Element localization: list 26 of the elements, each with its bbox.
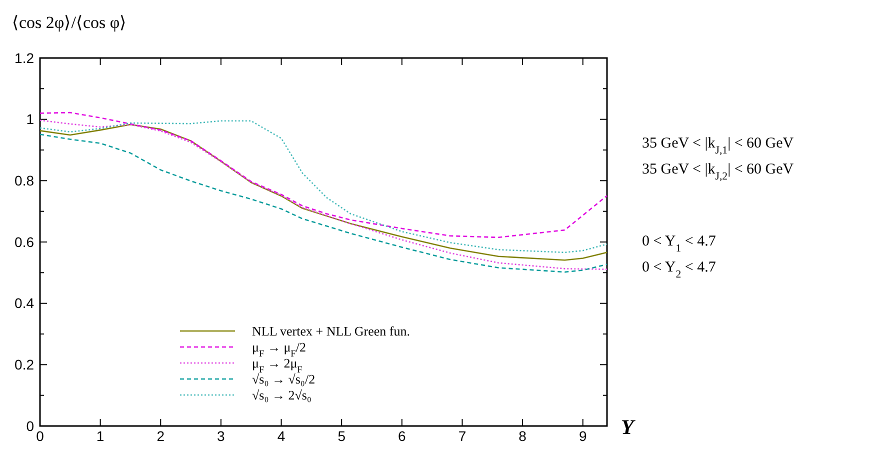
y-tick-label: 0.6	[14, 234, 34, 250]
legend-label: √s₀ → 2√s₀	[252, 388, 312, 403]
y-tick-label: 0.8	[14, 172, 34, 189]
y-axis-title: ⟨cos 2φ⟩/⟨cos φ⟩	[12, 13, 127, 32]
x-tick-label: 3	[217, 428, 226, 444]
legend-label: NLL vertex + NLL Green fun.	[252, 324, 410, 339]
x-tick-label: 0	[36, 428, 44, 444]
x-tick-label: 9	[578, 428, 587, 444]
x-tick-label: 4	[277, 428, 286, 444]
text: 35 GeV < |k$_{J,2}$| < 60 GeV	[642, 161, 794, 182]
x-tick-label: 7	[458, 428, 466, 444]
text: 0 < Y$_{2}$ < 4.7	[642, 259, 716, 280]
text: 0 < Y$_{1}$ < 4.7	[642, 233, 716, 254]
x-tick-label: 1	[96, 428, 104, 444]
y-tick-label: 0.2	[14, 356, 34, 373]
y-tick-label: 1	[26, 111, 34, 128]
x-axis-title: Y	[621, 415, 636, 439]
x-tick-label: 5	[338, 428, 346, 444]
y-tick-label: 0	[26, 418, 34, 434]
x-tick-label: 6	[398, 428, 406, 444]
text: 35 GeV < |k$_{J,1}$| < 60 GeV	[642, 135, 794, 156]
y-tick-label: 0.4	[14, 295, 34, 312]
y-tick-label: 1.2	[14, 50, 34, 66]
x-tick-label: 8	[518, 428, 527, 444]
line-series	[39, 112, 608, 238]
x-tick-label: 2	[156, 428, 165, 444]
